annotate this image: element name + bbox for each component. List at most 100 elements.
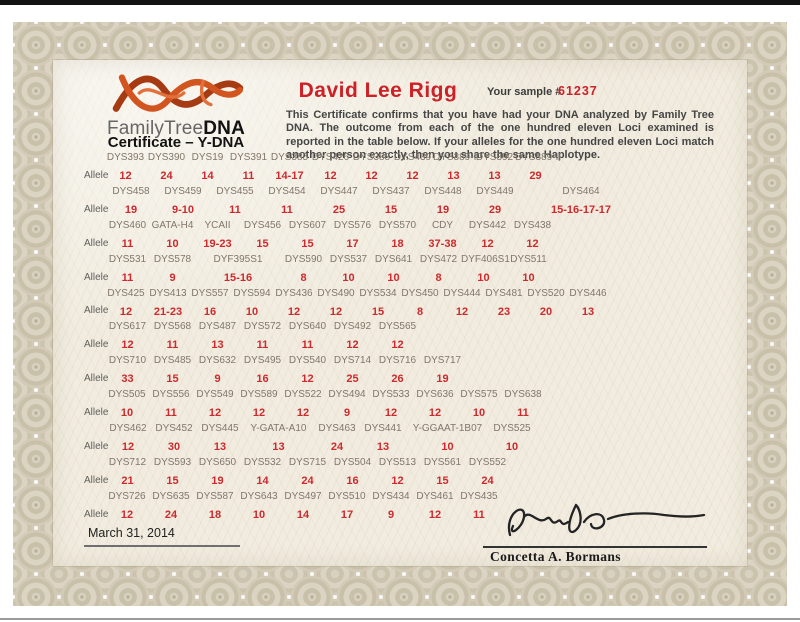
- marker-name: DYS717: [423, 355, 462, 367]
- marker-value: 14: [296, 508, 310, 521]
- marker-value: 15-16-17-17: [551, 203, 611, 216]
- marker-name: DYS594: [233, 287, 271, 299]
- marker-value: 19: [211, 475, 224, 488]
- marker-name: DYS572: [243, 321, 282, 333]
- marker-cell: DYS492 12: [330, 321, 375, 351]
- allele-row: Allele DYS726 12 DYS635 24 DYS587 18 DYS643 10 DY…: [84, 491, 724, 525]
- brand-bold: DNA: [203, 118, 246, 139]
- marker-value: 12: [329, 305, 343, 318]
- marker-value: 8: [435, 271, 442, 284]
- marker-value: 11: [166, 339, 179, 352]
- marker-name: DYS447: [320, 185, 358, 197]
- marker-cell: DYS565 12: [375, 321, 420, 351]
- allele-row: Allele DYS712 21 DYS593 15 DYS650 19 DYS532 14 DY…: [84, 457, 724, 491]
- marker-cell: DYS549 12: [193, 389, 237, 419]
- marker-value: 15: [166, 475, 179, 488]
- marker-name: DYS438: [513, 219, 552, 231]
- marker-name: DYS459: [164, 185, 202, 197]
- marker-name: DYS458: [112, 185, 150, 197]
- marker-value: 12: [119, 170, 132, 182]
- marker-cell: DYS481 23: [483, 288, 525, 318]
- marker-value: 24: [164, 508, 178, 521]
- allele-row-label: Allele: [84, 271, 109, 283]
- marker-cell: DYS392 13: [474, 152, 515, 182]
- brand-light: FamilyTree: [106, 118, 204, 139]
- marker-name: DYS492: [333, 321, 372, 333]
- marker-name: DYS19: [191, 152, 224, 163]
- marker-name: DYS456: [243, 219, 282, 231]
- marker-name: DYS556: [152, 389, 190, 401]
- marker-value: 33: [121, 373, 134, 386]
- marker-value: 9: [214, 373, 221, 386]
- marker-value: 25: [346, 373, 359, 386]
- allele-row-label: Allele: [84, 373, 109, 385]
- marker-value: 37-38: [428, 237, 457, 250]
- brand-name: FamilyTreeDNA: [96, 118, 256, 140]
- marker-cell: DYS436 12: [273, 288, 315, 318]
- marker-cell: DYS570 18: [375, 220, 420, 250]
- marker-value: 14: [256, 475, 269, 488]
- marker-cell: DYF406S1 10: [461, 254, 510, 284]
- marker-value: 12: [287, 305, 301, 318]
- marker-value: 12: [391, 475, 404, 488]
- marker-name: DYS570: [378, 219, 417, 231]
- certificate-subtitle: Certificate – Y-DNA: [107, 134, 245, 151]
- marker-cell: DYS462 12: [105, 423, 151, 453]
- marker-cell: DYS607 15: [285, 220, 330, 250]
- marker-value: 11: [256, 339, 269, 352]
- marker-name: DYS576: [333, 219, 372, 231]
- sample-number-label: Your sample #: [487, 86, 562, 98]
- marker-cell: DYS557 16: [189, 288, 231, 318]
- marker-cell: DYS441 13: [360, 423, 406, 453]
- marker-cell: DYS540 12: [285, 355, 330, 385]
- marker-name: DYS454: [268, 185, 306, 197]
- allele-row-label: Allele: [84, 339, 109, 351]
- marker-name: DYS520: [527, 287, 565, 299]
- allele-row: Allele DYS425 12 DYS413 21-23 DYS557 16 DYS594 1…: [84, 288, 724, 322]
- marker-cell: DYS439 12: [392, 152, 433, 182]
- marker-value: 11: [517, 407, 529, 420]
- bottom-edge-line: [0, 618, 800, 620]
- marker-value: 14: [201, 170, 214, 182]
- marker-cell: DYS590 8: [281, 254, 326, 284]
- marker-value: 26: [391, 373, 404, 386]
- marker-cell: DYS726 12: [105, 491, 149, 521]
- marker-name: DYS726: [108, 490, 146, 502]
- marker-value: 13: [272, 441, 285, 454]
- marker-cell: DYS513 12: [375, 457, 420, 487]
- marker-name: DYS532: [243, 457, 282, 469]
- marker-cell: DYS461 12: [413, 491, 457, 521]
- marker-value: 13: [447, 170, 460, 182]
- marker-value: 15: [384, 203, 398, 216]
- marker-name: DYS487: [198, 321, 237, 333]
- marker-cell: DYF395S1 15-16: [195, 254, 281, 284]
- marker-value: 10: [245, 305, 259, 318]
- marker-name: DYS635: [152, 490, 190, 502]
- marker-value: 8: [300, 271, 307, 284]
- marker-value: 19: [436, 373, 449, 386]
- marker-name: GATA-H4: [151, 219, 194, 231]
- marker-value: 10: [387, 271, 400, 284]
- marker-cell: DYS640 11: [285, 321, 330, 351]
- marker-cell: DYS487 13: [195, 321, 240, 351]
- marker-value: 15: [301, 237, 314, 250]
- marker-cell: DYS710 33: [105, 355, 150, 385]
- allele-row-label: Allele: [84, 407, 109, 419]
- marker-value: 11: [301, 339, 314, 352]
- marker-name: DYS525: [493, 423, 531, 435]
- marker-cell: DYS385 14-17: [269, 152, 310, 182]
- marker-name: DYS714: [333, 355, 372, 367]
- allele-row: Allele DYS462 12 DYS452 30 DYS445 13 Y-GATA-A10…: [84, 423, 724, 457]
- marker-name: DYS494: [328, 389, 366, 401]
- marker-cell: DYS449 29: [469, 186, 521, 216]
- marker-name: DYS450: [401, 287, 439, 299]
- marker-value: 15: [436, 475, 449, 488]
- issue-date: March 31, 2014: [88, 526, 175, 540]
- marker-name: DYS561: [423, 457, 462, 469]
- marker-value: 10: [252, 508, 266, 521]
- marker-name: DYS436: [275, 287, 313, 299]
- marker-name: DYS505: [108, 389, 146, 401]
- marker-cell: DYS472 8: [416, 254, 461, 284]
- marker-cell: DYS393 12: [105, 152, 146, 182]
- marker-name: DYS715: [288, 457, 327, 469]
